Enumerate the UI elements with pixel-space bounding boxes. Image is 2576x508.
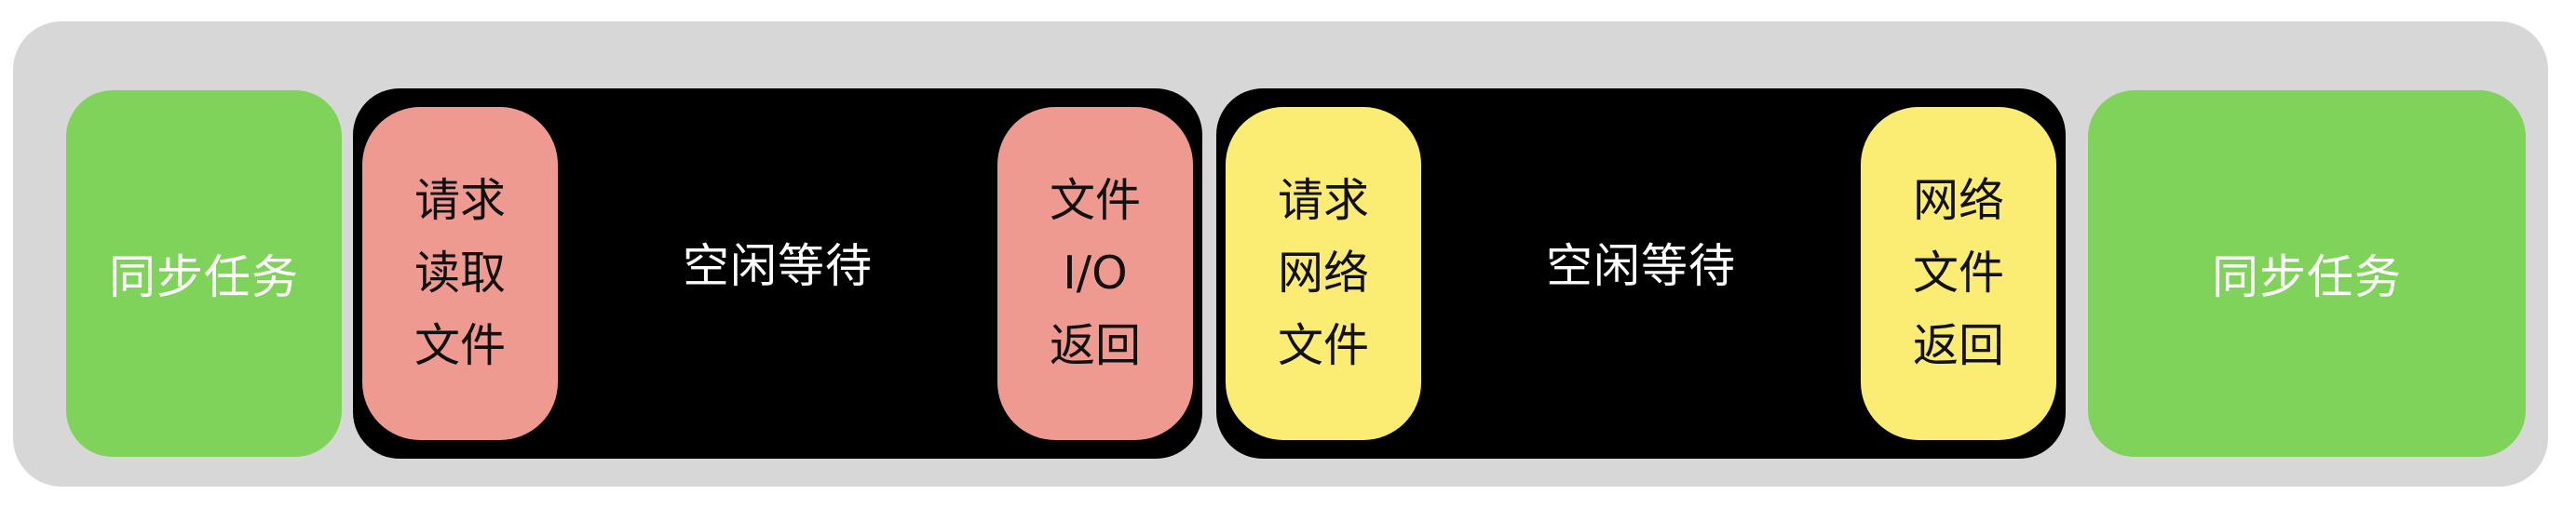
- file-io-return-label: 文件 I/O 返回: [1049, 174, 1141, 372]
- file-io-wait-block: 请求 读取 文件 空闲等待 文件 I/O 返回: [353, 88, 1202, 459]
- network-wait-block: 请求 网络 文件 空闲等待 网络 文件 返回: [1216, 88, 2066, 459]
- sync-task-block-right: 同步任务: [2088, 90, 2526, 457]
- request-network-file-label: 请求 网络 文件: [1277, 174, 1369, 372]
- network-file-return-label: 网络 文件 返回: [1912, 174, 2004, 372]
- request-network-file-pill: 请求 网络 文件: [1226, 107, 1421, 440]
- idle-wait-label: 空闲等待: [683, 239, 873, 293]
- idle-wait-area: 空闲等待: [558, 88, 997, 459]
- sync-task-block-left: 同步任务: [66, 90, 342, 457]
- idle-wait-area: 空闲等待: [1421, 88, 1861, 459]
- request-read-file-pill: 请求 读取 文件: [362, 107, 558, 440]
- sync-task-label: 同步任务: [2212, 250, 2402, 304]
- timeline-track: 同步任务 请求 读取 文件 空闲等待 文件 I/O 返回 请求 网络 文件 空闲…: [13, 21, 2548, 487]
- sync-task-label: 同步任务: [109, 250, 299, 304]
- file-io-return-pill: 文件 I/O 返回: [997, 107, 1193, 440]
- idle-wait-label: 空闲等待: [1546, 239, 1736, 293]
- network-file-return-pill: 网络 文件 返回: [1861, 107, 2056, 440]
- request-read-file-label: 请求 读取 文件: [414, 174, 506, 372]
